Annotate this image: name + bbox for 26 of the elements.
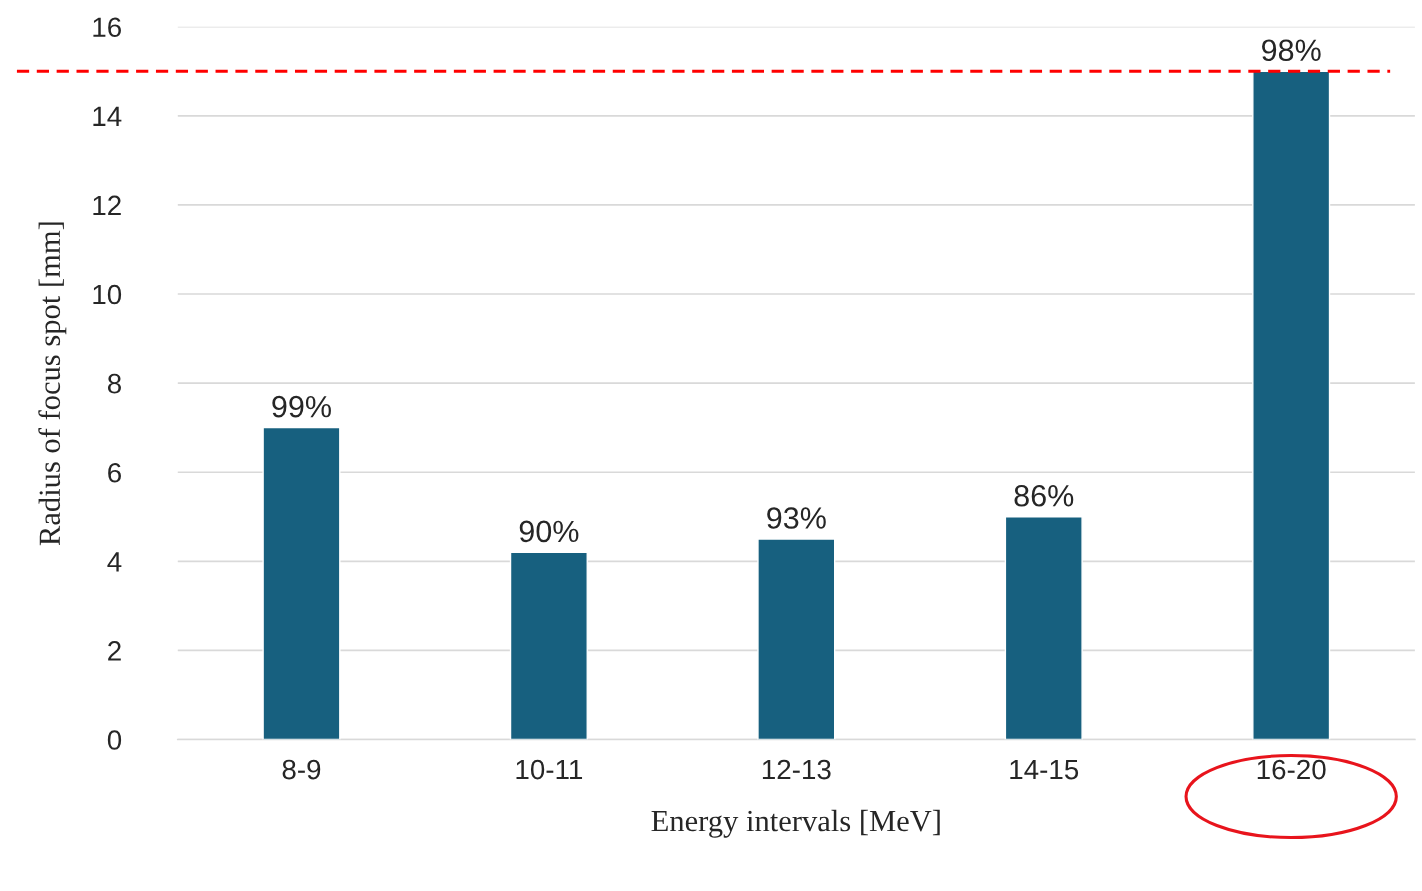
y-tick-label: 4 (107, 552, 122, 572)
x-axis-title: Energy intervals [MeV] (651, 809, 940, 838)
bar (509, 551, 588, 740)
y-tick-label: 16 (93, 17, 121, 38)
x-tick-label: 8-9 (282, 759, 321, 780)
x-tick-label: 12-13 (762, 759, 831, 780)
x-tick-label: 14-15 (1010, 759, 1079, 780)
y-tick-label: 8 (107, 373, 121, 394)
y-tick-label: 0 (107, 730, 122, 750)
y-tick-label: 10 (93, 284, 122, 305)
x-tick-label: 10-11 (516, 759, 583, 780)
bar (262, 426, 341, 740)
annotation: 90% (519, 520, 579, 543)
y-tick-label: 14 (93, 106, 122, 126)
x-tick-label: 16-20 (1257, 759, 1326, 780)
bar (1252, 70, 1331, 740)
annotation: 99% (272, 395, 331, 418)
annotation: 86% (1014, 484, 1074, 507)
y-tick-label: 2 (108, 641, 121, 661)
y-axis-title: Radius of focus spot [mm] (38, 222, 67, 546)
bar (1004, 516, 1083, 740)
annotation: 98% (1262, 39, 1321, 62)
bar (757, 538, 836, 740)
y-tick-label: 6 (108, 462, 121, 483)
annotation: 93% (767, 507, 826, 529)
y-tick-label: 12 (93, 195, 121, 215)
